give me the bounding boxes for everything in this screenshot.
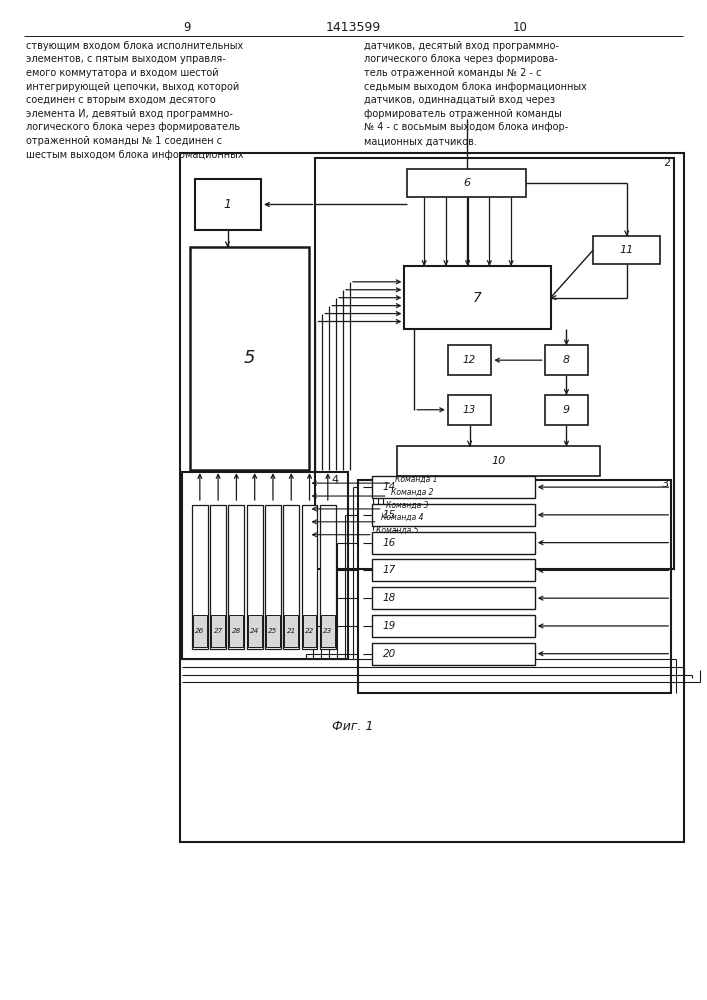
Text: 10: 10 — [513, 21, 527, 34]
Text: Фиг. 1: Фиг. 1 — [332, 720, 374, 733]
Bar — [372, 532, 534, 554]
Bar — [265, 505, 281, 649]
Bar — [180, 153, 684, 842]
Text: 12: 12 — [463, 355, 477, 365]
Text: 21: 21 — [286, 628, 296, 634]
Text: 16: 16 — [383, 538, 396, 548]
Text: 19: 19 — [383, 621, 396, 631]
Bar — [372, 615, 534, 637]
Bar — [230, 615, 243, 647]
Text: 27: 27 — [214, 628, 223, 634]
Bar — [321, 615, 334, 647]
Bar — [190, 247, 308, 470]
Bar — [372, 587, 534, 609]
Bar — [593, 236, 660, 264]
Text: 10: 10 — [491, 456, 506, 466]
Bar — [372, 504, 534, 526]
Bar — [195, 179, 261, 230]
Bar — [448, 345, 491, 375]
Text: 15: 15 — [383, 510, 396, 520]
Bar — [210, 505, 226, 649]
Text: 1413599: 1413599 — [325, 21, 380, 34]
Bar — [404, 266, 551, 329]
Text: 24: 24 — [250, 628, 259, 634]
Bar — [397, 446, 600, 476]
Text: 2: 2 — [662, 158, 670, 168]
Text: 26: 26 — [195, 628, 204, 634]
Bar — [247, 615, 262, 647]
Text: ствующим входом блока исполнительных
элементов, с пятым выходом управля-
емого к: ствующим входом блока исполнительных эле… — [26, 41, 243, 160]
Bar — [211, 615, 225, 647]
Bar — [228, 505, 245, 649]
Bar — [284, 505, 299, 649]
Text: 28: 28 — [232, 628, 241, 634]
Bar — [372, 476, 534, 498]
Bar — [192, 505, 208, 649]
Text: Команда 4: Команда 4 — [380, 513, 423, 522]
Text: 18: 18 — [383, 593, 396, 603]
Text: 3: 3 — [661, 479, 668, 489]
Text: 5: 5 — [243, 349, 255, 367]
Bar — [303, 615, 317, 647]
Bar — [320, 505, 336, 649]
Text: Команда 5: Команда 5 — [375, 526, 419, 535]
Text: 14: 14 — [383, 482, 396, 492]
Text: Команда 1: Команда 1 — [395, 475, 438, 484]
Bar — [372, 643, 534, 665]
Text: 11: 11 — [619, 245, 634, 255]
Text: 7: 7 — [473, 291, 482, 305]
Bar — [193, 615, 206, 647]
Text: 4: 4 — [332, 475, 339, 485]
Bar — [544, 345, 588, 375]
Bar — [266, 615, 280, 647]
Text: 13: 13 — [463, 405, 477, 415]
Text: 9: 9 — [183, 21, 191, 34]
Text: 9: 9 — [563, 405, 570, 415]
Bar — [407, 169, 526, 197]
Bar — [247, 505, 262, 649]
Text: 25: 25 — [269, 628, 278, 634]
Text: 23: 23 — [323, 628, 332, 634]
Bar — [358, 480, 671, 693]
Text: датчиков, десятый вход программно-
логического блока через формирова-
тель отраж: датчиков, десятый вход программно- логич… — [364, 41, 587, 146]
Text: Команда 3: Команда 3 — [385, 500, 428, 509]
Text: 22: 22 — [305, 628, 314, 634]
Bar — [182, 472, 348, 659]
Text: 17: 17 — [383, 565, 396, 575]
Bar — [315, 158, 674, 569]
Text: 8: 8 — [563, 355, 570, 365]
Text: 1: 1 — [223, 198, 231, 211]
Bar — [302, 505, 317, 649]
Bar — [284, 615, 298, 647]
Bar — [448, 395, 491, 425]
Text: Команда 2: Команда 2 — [390, 488, 433, 497]
Text: 20: 20 — [383, 649, 396, 659]
Bar — [544, 395, 588, 425]
Bar — [372, 560, 534, 581]
Text: 6: 6 — [463, 178, 470, 188]
